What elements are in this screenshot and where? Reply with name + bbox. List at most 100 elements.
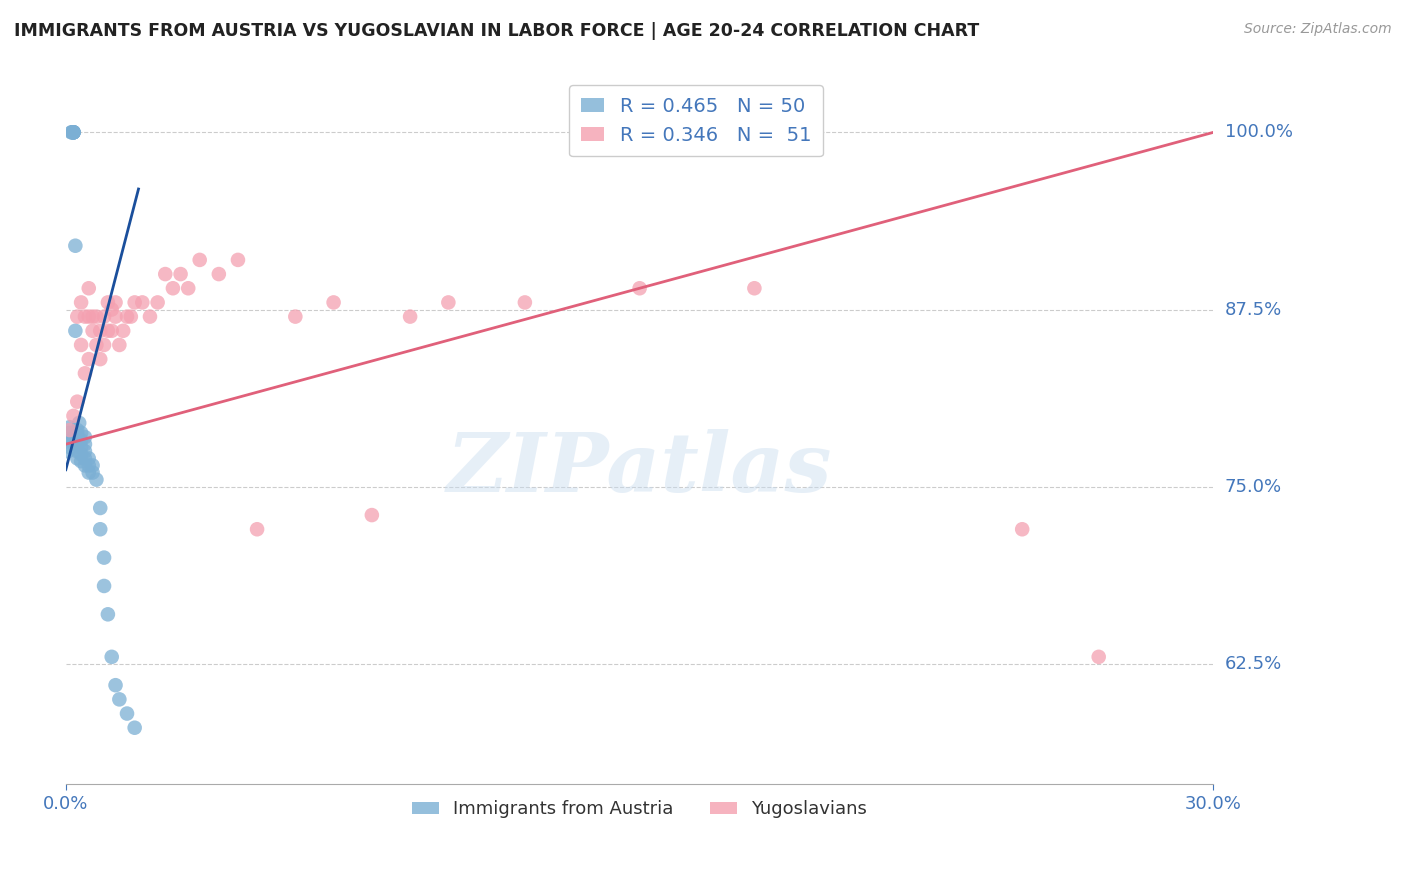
Point — [93, 579, 115, 593]
Point — [89, 352, 111, 367]
Point — [67, 416, 90, 430]
Point — [169, 267, 191, 281]
Point — [66, 427, 89, 442]
Point — [177, 281, 200, 295]
Point — [65, 238, 87, 252]
Point — [115, 706, 138, 721]
Point — [59, 425, 82, 440]
Point — [100, 649, 122, 664]
Point — [155, 267, 177, 281]
Point — [628, 281, 651, 295]
Point — [66, 444, 89, 458]
Point — [86, 473, 108, 487]
Point — [66, 433, 89, 447]
Text: 62.5%: 62.5% — [1225, 655, 1282, 673]
Point — [1011, 522, 1033, 536]
Point — [73, 444, 96, 458]
Point — [131, 295, 153, 310]
Point — [60, 125, 83, 139]
Text: IMMIGRANTS FROM AUSTRIA VS YUGOSLAVIAN IN LABOR FORCE | AGE 20-24 CORRELATION CH: IMMIGRANTS FROM AUSTRIA VS YUGOSLAVIAN I… — [14, 22, 980, 40]
Text: ZIPatlas: ZIPatlas — [447, 429, 832, 509]
Point — [77, 310, 100, 324]
Point — [73, 451, 96, 466]
Point — [62, 125, 84, 139]
Point — [77, 458, 100, 473]
Text: 75.0%: 75.0% — [1225, 478, 1282, 496]
Point — [226, 252, 249, 267]
Point — [70, 425, 93, 440]
Point — [56, 434, 79, 449]
Point — [104, 295, 127, 310]
Point — [66, 423, 89, 437]
Point — [100, 302, 122, 317]
Point — [97, 295, 120, 310]
Point — [124, 295, 146, 310]
Text: 87.5%: 87.5% — [1225, 301, 1282, 318]
Point — [120, 310, 142, 324]
Point — [77, 281, 100, 295]
Point — [66, 451, 89, 466]
Point — [513, 295, 536, 310]
Point — [62, 125, 84, 139]
Point — [82, 458, 104, 473]
Point — [62, 125, 84, 139]
Point — [104, 310, 127, 324]
Point — [70, 338, 93, 352]
Point — [62, 125, 84, 139]
Point — [70, 433, 93, 447]
Point — [284, 310, 307, 324]
Point — [66, 310, 89, 324]
Legend: Immigrants from Austria, Yugoslavians: Immigrants from Austria, Yugoslavians — [405, 793, 875, 825]
Point — [360, 508, 382, 522]
Point — [73, 367, 96, 381]
Point — [82, 466, 104, 480]
Point — [146, 295, 169, 310]
Point — [89, 522, 111, 536]
Point — [73, 437, 96, 451]
Point — [77, 352, 100, 367]
Point — [322, 295, 344, 310]
Point — [1087, 649, 1109, 664]
Point — [70, 295, 93, 310]
Point — [59, 433, 82, 447]
Point — [115, 310, 138, 324]
Point — [59, 423, 82, 437]
Point — [77, 451, 100, 466]
Point — [62, 125, 84, 139]
Point — [89, 500, 111, 515]
Point — [59, 440, 82, 454]
Point — [59, 420, 82, 434]
Point — [108, 338, 131, 352]
Text: Source: ZipAtlas.com: Source: ZipAtlas.com — [1244, 22, 1392, 37]
Point — [112, 324, 135, 338]
Point — [93, 310, 115, 324]
Point — [97, 607, 120, 622]
Point — [66, 437, 89, 451]
Point — [77, 466, 100, 480]
Point — [86, 310, 108, 324]
Point — [93, 338, 115, 352]
Point — [97, 324, 120, 338]
Point — [62, 409, 84, 423]
Point — [124, 721, 146, 735]
Point — [108, 692, 131, 706]
Point — [104, 678, 127, 692]
Point — [82, 310, 104, 324]
Point — [437, 295, 460, 310]
Point — [100, 324, 122, 338]
Point — [66, 394, 89, 409]
Point — [60, 125, 83, 139]
Point — [70, 454, 93, 468]
Point — [208, 267, 231, 281]
Point — [73, 430, 96, 444]
Point — [70, 447, 93, 461]
Point — [139, 310, 162, 324]
Point — [188, 252, 211, 267]
Text: 100.0%: 100.0% — [1225, 123, 1292, 141]
Point — [65, 324, 87, 338]
Point — [62, 125, 84, 139]
Point — [744, 281, 766, 295]
Point — [93, 550, 115, 565]
Point — [246, 522, 269, 536]
Point — [70, 440, 93, 454]
